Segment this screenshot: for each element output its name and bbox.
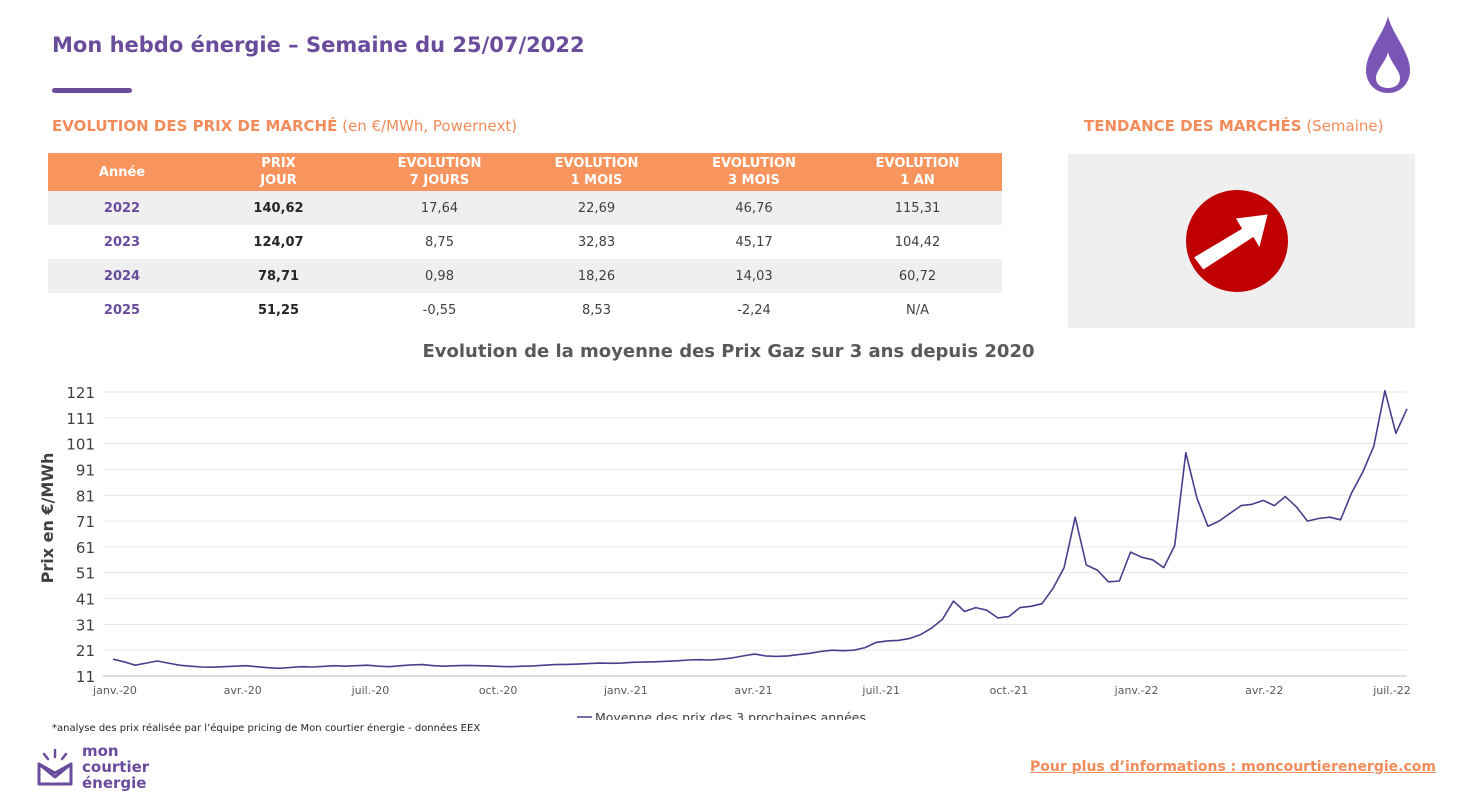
- title-underline: [52, 88, 132, 93]
- cell-evol-1a: 115,31: [833, 191, 1002, 225]
- cell-evol-7j: 0,98: [361, 259, 518, 293]
- header-evol-7j: EVOLUTION 7 JOURS: [361, 153, 518, 191]
- logo-line-1: mon: [82, 742, 119, 760]
- website-link[interactable]: Pour plus d’informations : moncourtieren…: [1030, 759, 1436, 775]
- x-tick-label: juil.-20: [351, 684, 390, 697]
- chart-grid: [103, 391, 1407, 677]
- y-tick-label: 51: [76, 565, 95, 583]
- table-row: 2025 51,25 -0,55 8,53 -2,24 N/A: [48, 293, 1002, 327]
- x-tick-label: juil.-21: [861, 684, 900, 697]
- table-row: 2022 140,62 17,64 22,69 46,76 115,31: [48, 191, 1002, 225]
- x-tick-label: janv.-20: [92, 684, 137, 697]
- x-tick-label: janv.-21: [603, 684, 648, 697]
- prices-section-label: EVOLUTION DES PRIX DE MARCHÉ: [52, 117, 338, 135]
- cell-prix-jour: 140,62: [196, 191, 361, 225]
- y-tick-label: 41: [76, 591, 95, 609]
- cell-year: 2025: [103, 302, 141, 318]
- y-axis-ticks: 11 21 31 41 51 61 71 81 91 101 111 121: [66, 384, 95, 686]
- legend-label: Moyenne des prix des 3 prochaines années: [595, 710, 866, 720]
- y-tick-label: 71: [76, 513, 95, 531]
- header-evol-3m: EVOLUTION 3 MOIS: [675, 153, 833, 191]
- x-tick-label: oct.-20: [479, 684, 518, 697]
- y-tick-label: 91: [76, 461, 95, 479]
- trend-section-label: TENDANCE DES MARCHÉS: [1084, 117, 1302, 135]
- header-prix-jour: PRIX JOUR: [196, 153, 361, 191]
- mon-courtier-logo-icon: [37, 748, 73, 786]
- y-tick-label: 121: [66, 384, 95, 402]
- cell-evol-1m: 18,26: [518, 259, 675, 293]
- cell-prix-jour: 51,25: [257, 302, 300, 318]
- prices-section-unit: (en €/MWh, Powernext): [337, 117, 518, 135]
- cell-prix-jour: 78,71: [196, 259, 361, 293]
- cell-evol-1m: 8,53: [582, 302, 611, 318]
- y-tick-label: 101: [66, 436, 95, 454]
- x-axis-ticks: janv.-20 avr.-20 juil.-20 oct.-20 janv.-21 av…: [92, 684, 1411, 697]
- cell-evol-1a: 60,72: [833, 259, 1002, 293]
- cell-evol-3m: 14,03: [675, 259, 833, 293]
- y-tick-label: 61: [76, 539, 95, 557]
- line-chart: 11 21 31 41 51 61 71 81 91 101 111 121 janv.-20 avr.…: [38, 384, 1411, 720]
- x-tick-label: juil.-22: [1372, 684, 1411, 697]
- price-table: Année PRIX JOUR EVOLUTION 7 JOURS EVOLUTIO…: [48, 153, 1002, 327]
- cell-evol-3m: 46,76: [675, 191, 833, 225]
- cell-evol-1a: 104,42: [894, 234, 941, 250]
- table-row: 2023 124,07 8,75 32,83 45,17 104,42: [48, 225, 1002, 259]
- cell-evol-7j: -0,55: [422, 302, 457, 318]
- cell-year: 2022: [48, 191, 196, 225]
- arrow-up-right-icon: [1186, 190, 1288, 292]
- table-row: 2024 78,71 0,98 18,26 14,03 60,72: [48, 259, 1002, 293]
- cell-year: 2023: [103, 234, 141, 250]
- flame-icon: [1366, 16, 1410, 93]
- brand-logo-text: mon courtier énergie: [82, 743, 149, 791]
- cell-evol-1m: 32,83: [577, 234, 616, 250]
- series-line: [112, 389, 1408, 670]
- header-evol-1a: EVOLUTION 1 AN: [833, 153, 1002, 191]
- cell-evol-7j: 17,64: [361, 191, 518, 225]
- trend-section-unit: (Semaine): [1301, 117, 1384, 135]
- y-tick-label: 31: [76, 616, 95, 634]
- x-tick-label: janv.-22: [1114, 684, 1159, 697]
- y-tick-label: 81: [76, 487, 95, 505]
- footnote: *analyse des prix réalisée par l’équipe …: [52, 723, 481, 734]
- cell-evol-7j: 8,75: [425, 234, 454, 250]
- header-annee: Année: [48, 153, 196, 191]
- cell-prix-jour: 124,07: [253, 234, 304, 250]
- header-evol-1m: EVOLUTION 1 MOIS: [518, 153, 675, 191]
- logo-line-3: énergie: [82, 774, 147, 792]
- page-title: Mon hebdo énergie – Semaine du 25/07/202…: [52, 33, 585, 57]
- cell-evol-1m: 22,69: [518, 191, 675, 225]
- y-tick-label: 11: [76, 668, 95, 686]
- x-tick-label: avr.-20: [224, 684, 262, 697]
- logo-line-2: courtier: [82, 758, 150, 776]
- trend-arrow: [1194, 214, 1268, 270]
- table-header-row: Année PRIX JOUR EVOLUTION 7 JOURS EVOLUTIO…: [48, 153, 1002, 191]
- chart-title: Evolution de la moyenne des Prix Gaz sur…: [422, 341, 1035, 362]
- prices-section-title: EVOLUTION DES PRIX DE MARCHÉ (en €/MWh, …: [52, 117, 517, 135]
- cell-evol-3m: 45,17: [735, 234, 773, 250]
- x-tick-label: avr.-21: [734, 684, 772, 697]
- y-axis-label: Prix en €/MWh: [38, 453, 57, 584]
- x-tick-label: avr.-22: [1245, 684, 1283, 697]
- cell-evol-3m: -2,24: [737, 302, 771, 318]
- cell-year: 2024: [48, 259, 196, 293]
- trend-section-title: TENDANCE DES MARCHÉS (Semaine): [1084, 117, 1383, 135]
- y-tick-label: 111: [66, 410, 95, 428]
- y-tick-label: 21: [76, 642, 95, 660]
- x-tick-label: oct.-21: [990, 684, 1029, 697]
- cell-evol-1a: N/A: [906, 302, 929, 318]
